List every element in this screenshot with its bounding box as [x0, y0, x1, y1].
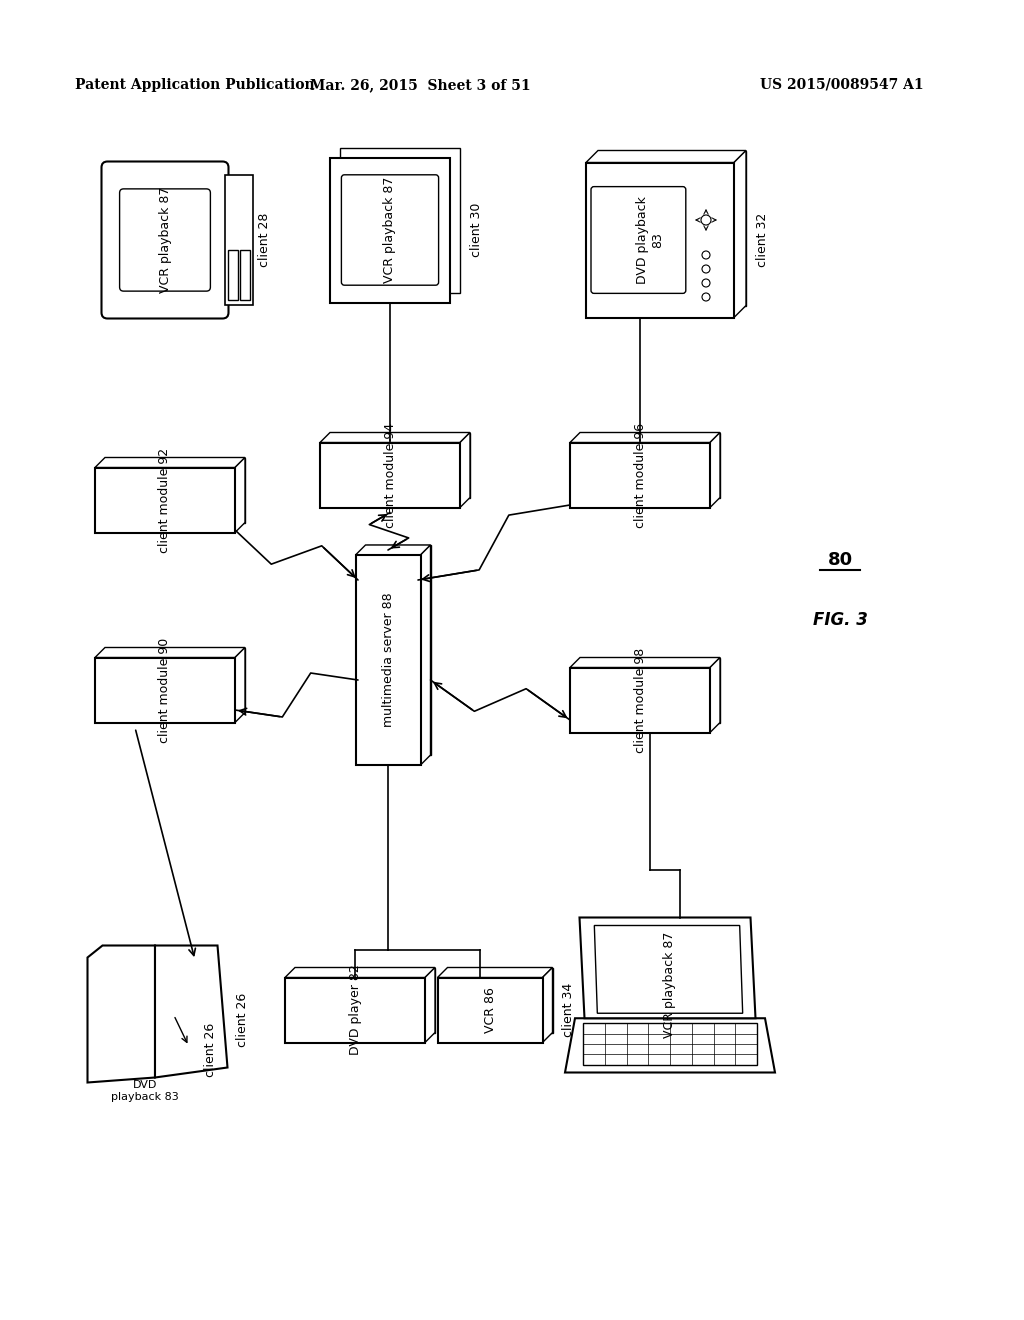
Bar: [447, 968, 553, 1032]
Bar: [583, 1023, 757, 1064]
Polygon shape: [586, 150, 746, 162]
Bar: [105, 648, 245, 713]
Bar: [319, 442, 460, 507]
Polygon shape: [355, 545, 430, 554]
Text: DVD playback
83: DVD playback 83: [636, 197, 664, 284]
Bar: [330, 157, 450, 302]
Polygon shape: [234, 458, 245, 532]
Bar: [586, 162, 734, 318]
Polygon shape: [570, 657, 720, 668]
Text: 80: 80: [827, 550, 853, 569]
Bar: [366, 545, 430, 755]
Polygon shape: [425, 968, 435, 1043]
Text: VCR 86: VCR 86: [483, 987, 497, 1034]
Bar: [580, 657, 720, 722]
Text: client 26: client 26: [236, 993, 249, 1047]
Bar: [224, 174, 253, 305]
Circle shape: [702, 265, 710, 273]
Text: Patent Application Publication: Patent Application Publication: [75, 78, 314, 92]
Polygon shape: [319, 433, 470, 442]
Bar: [437, 978, 543, 1043]
Bar: [95, 467, 234, 532]
Text: US 2015/0089547 A1: US 2015/0089547 A1: [760, 78, 924, 92]
Bar: [580, 433, 720, 498]
Text: client 28: client 28: [258, 213, 271, 267]
Circle shape: [702, 251, 710, 259]
Polygon shape: [565, 1018, 775, 1072]
Polygon shape: [580, 917, 756, 1018]
Polygon shape: [460, 433, 470, 507]
Text: client 34: client 34: [562, 983, 575, 1038]
FancyBboxPatch shape: [341, 174, 438, 285]
Polygon shape: [234, 648, 245, 722]
Bar: [340, 148, 460, 293]
FancyBboxPatch shape: [591, 186, 686, 293]
Bar: [285, 978, 425, 1043]
Text: VCR playback 87: VCR playback 87: [384, 177, 396, 284]
Polygon shape: [421, 545, 430, 766]
Bar: [240, 251, 250, 300]
Circle shape: [702, 279, 710, 286]
Text: DVD player 82: DVD player 82: [348, 965, 361, 1056]
Text: VCR playback 87: VCR playback 87: [664, 932, 677, 1039]
Polygon shape: [285, 968, 435, 978]
Polygon shape: [95, 648, 245, 657]
Bar: [227, 251, 238, 300]
FancyBboxPatch shape: [120, 189, 210, 292]
Bar: [330, 433, 470, 498]
Bar: [570, 668, 710, 733]
FancyBboxPatch shape: [101, 161, 228, 318]
Text: client module 96: client module 96: [634, 422, 646, 528]
Text: client module 92: client module 92: [159, 447, 171, 553]
Polygon shape: [710, 433, 720, 507]
Polygon shape: [543, 968, 553, 1043]
Text: Mar. 26, 2015  Sheet 3 of 51: Mar. 26, 2015 Sheet 3 of 51: [309, 78, 530, 92]
Polygon shape: [570, 433, 720, 442]
Polygon shape: [155, 945, 227, 1077]
Bar: [570, 442, 710, 507]
Polygon shape: [710, 657, 720, 733]
Polygon shape: [734, 150, 746, 318]
Text: DVD
playback 83: DVD playback 83: [112, 1080, 179, 1102]
Text: client module 98: client module 98: [634, 647, 646, 752]
Text: multimedia server 88: multimedia server 88: [382, 593, 394, 727]
Bar: [295, 968, 435, 1032]
Circle shape: [701, 215, 711, 224]
Text: client module 90: client module 90: [159, 638, 171, 743]
Bar: [105, 458, 245, 523]
Bar: [355, 554, 421, 766]
Polygon shape: [87, 945, 155, 1082]
Text: client 30: client 30: [469, 203, 482, 257]
Text: client 32: client 32: [756, 213, 768, 267]
Circle shape: [702, 293, 710, 301]
Text: VCR playback 87: VCR playback 87: [159, 187, 171, 293]
Bar: [598, 150, 746, 305]
Polygon shape: [594, 925, 742, 1014]
Polygon shape: [437, 968, 553, 978]
Text: FIG. 3: FIG. 3: [813, 611, 867, 630]
Text: client 26: client 26: [204, 1023, 216, 1077]
Text: client module 94: client module 94: [384, 422, 396, 528]
Polygon shape: [95, 458, 245, 467]
Bar: [95, 657, 234, 722]
